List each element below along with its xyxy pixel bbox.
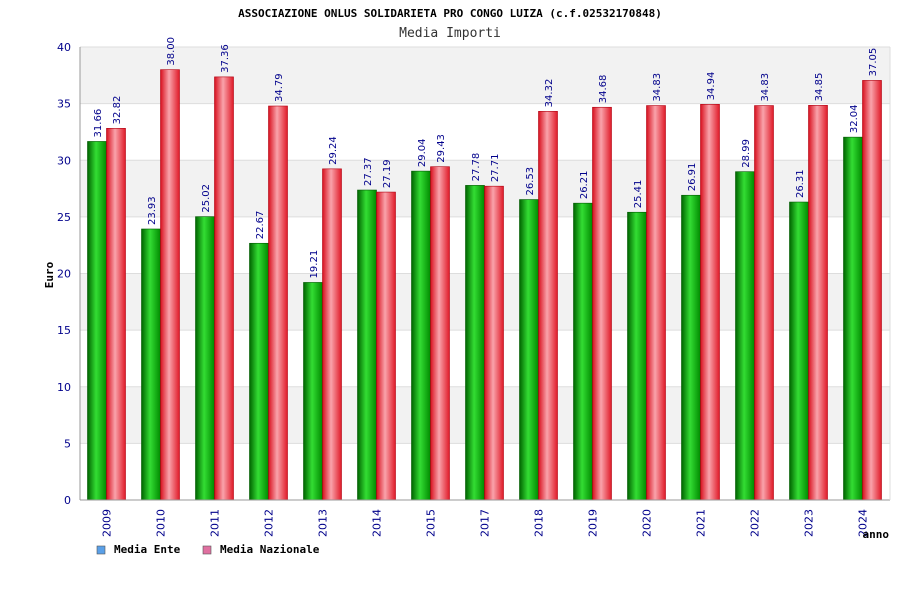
- bar: [538, 111, 558, 501]
- data-label: 25.02: [201, 184, 212, 213]
- bar: [303, 282, 323, 501]
- axes: [79, 47, 891, 501]
- bar: [268, 105, 288, 501]
- x-tick-label: 2018: [533, 509, 546, 537]
- y-tick-label: 5: [64, 437, 71, 450]
- x-tick-label: 2023: [803, 509, 816, 537]
- data-label: 22.67: [255, 211, 266, 240]
- data-label: 37.36: [220, 44, 231, 73]
- chart-subtitle: Media Importi: [399, 26, 501, 41]
- x-tick-label: 2020: [641, 509, 654, 537]
- bar: [627, 211, 647, 501]
- y-tick-label: 20: [57, 268, 71, 281]
- data-label: 34.83: [652, 73, 663, 102]
- bar: [862, 80, 882, 501]
- data-label: 27.78: [471, 153, 482, 182]
- data-label: 34.32: [544, 79, 555, 108]
- data-label: 34.83: [760, 73, 771, 102]
- bar: [519, 199, 539, 501]
- bar: [843, 136, 863, 501]
- data-label: 34.85: [814, 73, 825, 102]
- data-label: 28.99: [741, 139, 752, 168]
- chart-title: ASSOCIAZIONE ONLUS SOLIDARIETA PRO CONGO…: [238, 7, 662, 20]
- bar: [214, 76, 234, 501]
- bar: [754, 105, 774, 501]
- data-label: 26.21: [579, 171, 590, 200]
- data-label: 29.43: [436, 134, 447, 163]
- bar: [681, 194, 701, 501]
- x-tick-label: 2019: [587, 509, 600, 537]
- x-tick-label: 2017: [479, 509, 492, 537]
- data-label: 34.94: [706, 72, 717, 101]
- data-label: 34.79: [274, 73, 285, 102]
- data-label: 38.00: [166, 37, 177, 66]
- data-label: 25.41: [633, 180, 644, 209]
- x-tick-label: 2010: [155, 509, 168, 537]
- bar: [322, 168, 342, 501]
- bar: [87, 141, 107, 501]
- data-label: 32.04: [849, 105, 860, 134]
- data-label: 34.68: [598, 75, 609, 104]
- x-tick-label: 2013: [317, 509, 330, 537]
- x-tick-label: 2024: [857, 509, 870, 537]
- y-tick-label: 15: [57, 324, 71, 337]
- y-tick-label: 0: [64, 494, 71, 507]
- data-label: 19.21: [309, 250, 320, 279]
- x-tick-label: 2011: [209, 509, 222, 537]
- legend: Media Ente Media Nazionale: [96, 543, 320, 556]
- bar: [573, 202, 593, 501]
- y-tick-label: 35: [57, 98, 71, 111]
- x-tick-label: 2022: [749, 509, 762, 537]
- x-tick-label: 2021: [695, 509, 708, 537]
- bar: [106, 128, 126, 501]
- bars: [87, 69, 882, 501]
- data-label: 26.31: [795, 169, 806, 198]
- bar: [484, 185, 504, 501]
- data-label: 37.05: [868, 48, 879, 77]
- bar: [357, 189, 377, 501]
- x-tick-labels: 2009 2010 2011 2012 2013 2014 2015 2017 2018 2019…: [101, 509, 870, 537]
- y-tick-label: 25: [57, 211, 71, 224]
- bar: [592, 106, 612, 501]
- data-label: 26.91: [687, 163, 698, 192]
- data-labels: 31.66 32.82 23.93 38.00 25.02 37.36 22.67 34.79…: [93, 37, 879, 278]
- data-label: 26.53: [525, 167, 536, 196]
- data-label: 29.04: [417, 138, 428, 167]
- bar: [646, 105, 666, 501]
- x-axis-label: anno: [863, 528, 890, 541]
- x-tick-label: 2012: [263, 509, 276, 537]
- data-label: 31.66: [93, 109, 104, 138]
- x-tick-label: 2014: [371, 509, 384, 537]
- data-label: 27.19: [382, 159, 393, 188]
- y-tick-label: 40: [57, 41, 71, 54]
- bar: [249, 242, 269, 501]
- bar: [376, 191, 396, 501]
- x-tick-label: 2009: [101, 509, 114, 537]
- bar: [700, 104, 720, 501]
- y-tick-label: 10: [57, 381, 71, 394]
- bar: [141, 228, 161, 501]
- bar: [465, 185, 485, 501]
- data-label: 27.37: [363, 157, 374, 186]
- bar: [195, 216, 215, 501]
- bar: [160, 69, 180, 501]
- legend-label: Media Ente: [114, 543, 181, 556]
- x-tick-label: 2015: [425, 509, 438, 537]
- data-label: 29.24: [328, 136, 339, 165]
- bar: [411, 170, 431, 501]
- data-label: 23.93: [147, 196, 158, 225]
- data-label: 32.82: [112, 96, 123, 125]
- legend-swatch: [202, 545, 212, 555]
- legend-label: Media Nazionale: [220, 543, 320, 556]
- bar: [789, 201, 809, 501]
- legend-swatch: [96, 545, 106, 555]
- y-axis-label: Euro: [43, 261, 56, 288]
- y-tick-labels: 0 5 10 15 20 25 30 35 40: [57, 41, 71, 507]
- data-label: 27.71: [490, 154, 501, 183]
- bar: [808, 105, 828, 501]
- bar: [735, 171, 755, 501]
- bar: [430, 166, 450, 501]
- y-tick-label: 30: [57, 154, 71, 167]
